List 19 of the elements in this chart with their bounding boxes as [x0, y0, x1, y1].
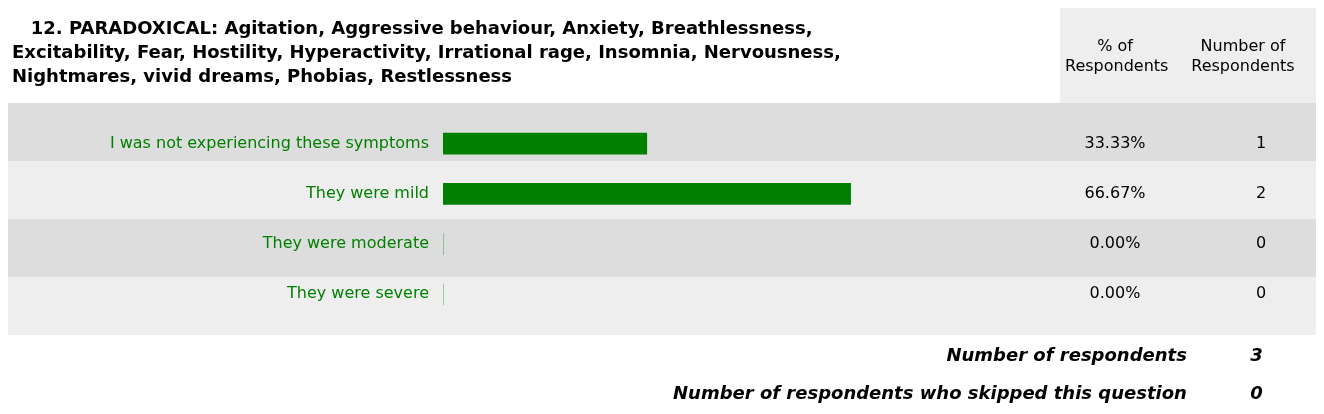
chart-title: 12. PARADOXICAL: Agitation, Aggressive behaviour, Anxiety, Breathlessness, Excitability, Fear, Hostility, Hyperactivity, Irrational rage, Insomnia, Nervousness, Nightmares, vivid dreams, Phobias, Restlessness	[8, 8, 1060, 103]
text: Number of Respondents	[1190, 35, 1296, 76]
text: 3	[1249, 343, 1264, 365]
data-label: 0.00%	[1089, 233, 1141, 253]
data-label: 66.67%	[1084, 183, 1146, 203]
text: % of Respondents	[1065, 35, 1169, 76]
data-label: 0.00%	[1089, 283, 1141, 303]
text: Number of respondents who skipped this question	[672, 381, 1187, 403]
text: Number of respondents	[945, 343, 1187, 365]
y-tick-label: They were moderate	[261, 233, 429, 253]
data-label: 33.33%	[1084, 132, 1146, 152]
y-tick-label: They were severe	[286, 283, 429, 303]
text: 0	[1255, 283, 1267, 303]
y-tick-label: I was not experiencing these symptoms	[109, 132, 429, 152]
text: 0	[1255, 233, 1267, 253]
text: 1	[1255, 132, 1267, 152]
text: 2	[1255, 183, 1267, 203]
y-tick-label: They were mild	[304, 183, 429, 203]
text: 0	[1249, 381, 1264, 403]
